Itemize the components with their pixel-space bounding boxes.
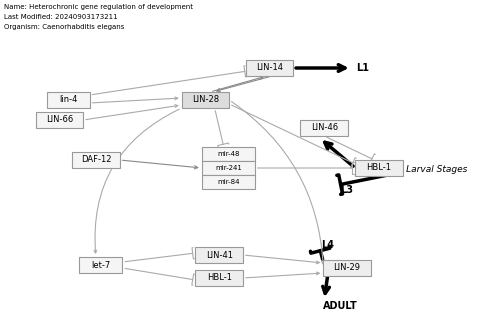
Text: mir-48: mir-48: [217, 151, 240, 157]
FancyBboxPatch shape: [355, 160, 403, 176]
Text: DAF-12: DAF-12: [81, 156, 111, 165]
FancyBboxPatch shape: [246, 60, 293, 76]
Text: HBL-1: HBL-1: [367, 164, 392, 172]
Text: LIN-41: LIN-41: [206, 250, 233, 259]
FancyBboxPatch shape: [195, 270, 243, 286]
Text: L2: L2: [323, 128, 336, 138]
Text: C. elegans Larval Stages: C. elegans Larval Stages: [356, 166, 468, 174]
FancyBboxPatch shape: [195, 247, 243, 263]
Text: lin-4: lin-4: [60, 96, 78, 105]
Text: L4: L4: [322, 240, 335, 250]
Text: L3: L3: [340, 185, 353, 195]
FancyBboxPatch shape: [202, 175, 255, 189]
FancyBboxPatch shape: [324, 260, 371, 276]
Text: Organism: Caenorhabditis elegans: Organism: Caenorhabditis elegans: [4, 24, 124, 30]
Text: ADULT: ADULT: [324, 301, 358, 311]
FancyBboxPatch shape: [72, 152, 120, 168]
Text: Last Modified: 20240903173211: Last Modified: 20240903173211: [4, 14, 117, 20]
FancyBboxPatch shape: [36, 112, 83, 128]
Text: LIN-28: LIN-28: [192, 96, 219, 105]
FancyBboxPatch shape: [48, 92, 89, 108]
Text: HBL-1: HBL-1: [207, 273, 232, 282]
Text: Name: Heterochronic gene regulation of development: Name: Heterochronic gene regulation of d…: [4, 4, 192, 10]
FancyBboxPatch shape: [202, 147, 255, 161]
Text: L1: L1: [356, 63, 369, 73]
FancyBboxPatch shape: [79, 257, 122, 273]
Text: LIN-46: LIN-46: [311, 124, 338, 133]
Text: mir-84: mir-84: [217, 179, 240, 185]
Text: mir-241: mir-241: [215, 165, 242, 171]
FancyBboxPatch shape: [300, 120, 348, 136]
FancyBboxPatch shape: [202, 161, 255, 175]
Text: LIN-29: LIN-29: [334, 263, 360, 272]
Text: let-7: let-7: [91, 260, 110, 269]
Text: LIN-66: LIN-66: [46, 116, 73, 125]
Text: LIN-14: LIN-14: [256, 64, 283, 73]
FancyBboxPatch shape: [182, 92, 229, 108]
